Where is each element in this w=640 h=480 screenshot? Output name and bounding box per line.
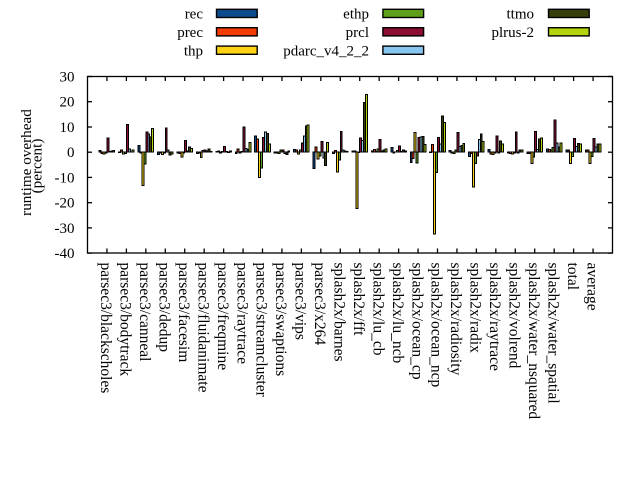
- svg-text:parsec3/bodytrack: parsec3/bodytrack: [117, 263, 134, 377]
- svg-text:parsec3/x264: parsec3/x264: [311, 263, 328, 346]
- svg-text:splash2x/lu_cb: splash2x/lu_cb: [369, 263, 386, 356]
- svg-text:30: 30: [60, 70, 75, 86]
- svg-text:rec: rec: [185, 7, 204, 23]
- svg-text:parsec3/raytrace: parsec3/raytrace: [233, 263, 250, 365]
- svg-text:average: average: [583, 263, 600, 311]
- svg-text:parsec3/blackscholes: parsec3/blackscholes: [97, 263, 114, 394]
- svg-text:0: 0: [67, 145, 75, 161]
- svg-text:splash2x/raytrace: splash2x/raytrace: [486, 263, 503, 372]
- svg-text:parsec3/streamcluster: parsec3/streamcluster: [253, 263, 270, 398]
- svg-text:ttmo: ttmo: [506, 7, 534, 23]
- svg-text:parsec3/dedup: parsec3/dedup: [155, 263, 172, 353]
- svg-text:parsec3/freqmine: parsec3/freqmine: [214, 263, 231, 371]
- svg-text:splash2x/water_spatial: splash2x/water_spatial: [544, 263, 561, 404]
- svg-text:splash2x/fft: splash2x/fft: [350, 263, 367, 337]
- svg-text:parsec3/fluidanimate: parsec3/fluidanimate: [194, 263, 211, 393]
- svg-text:-10: -10: [55, 170, 75, 186]
- svg-text:20: 20: [60, 95, 75, 111]
- svg-text:parsec3/facesim: parsec3/facesim: [175, 263, 192, 363]
- svg-text:splash2x/water_nsquared: splash2x/water_nsquared: [525, 263, 542, 420]
- svg-text:prec: prec: [177, 25, 203, 41]
- svg-text:parsec3/canneal: parsec3/canneal: [136, 263, 153, 362]
- svg-text:runtime overhead: runtime overhead: [18, 109, 35, 216]
- svg-text:plrus-2: plrus-2: [492, 25, 535, 41]
- svg-text:splash2x/radiosity: splash2x/radiosity: [447, 263, 464, 376]
- svg-text:splash2x/radix: splash2x/radix: [467, 263, 484, 354]
- svg-text:splash2x/barnes: splash2x/barnes: [330, 263, 347, 362]
- svg-text:-30: -30: [55, 221, 75, 237]
- svg-text:10: 10: [60, 120, 75, 136]
- svg-text:total: total: [564, 263, 581, 291]
- svg-text:parsec3/swaptions: parsec3/swaptions: [272, 263, 289, 377]
- svg-text:thp: thp: [184, 43, 203, 59]
- svg-text:pdarc_v4_2_2: pdarc_v4_2_2: [283, 43, 369, 59]
- svg-text:-20: -20: [55, 196, 75, 212]
- svg-text:(percent): (percent): [29, 139, 46, 194]
- svg-text:splash2x/volrend: splash2x/volrend: [505, 263, 522, 369]
- svg-text:-40: -40: [55, 246, 75, 262]
- svg-text:prcl: prcl: [346, 25, 369, 41]
- svg-text:splash2x/lu_ncb: splash2x/lu_ncb: [389, 263, 406, 364]
- svg-text:ethp: ethp: [343, 7, 369, 23]
- svg-text:splash2x/ocean_ncp: splash2x/ocean_ncp: [428, 263, 445, 388]
- svg-text:splash2x/ocean_cp: splash2x/ocean_cp: [408, 263, 425, 380]
- svg-text:parsec3/vips: parsec3/vips: [292, 263, 309, 340]
